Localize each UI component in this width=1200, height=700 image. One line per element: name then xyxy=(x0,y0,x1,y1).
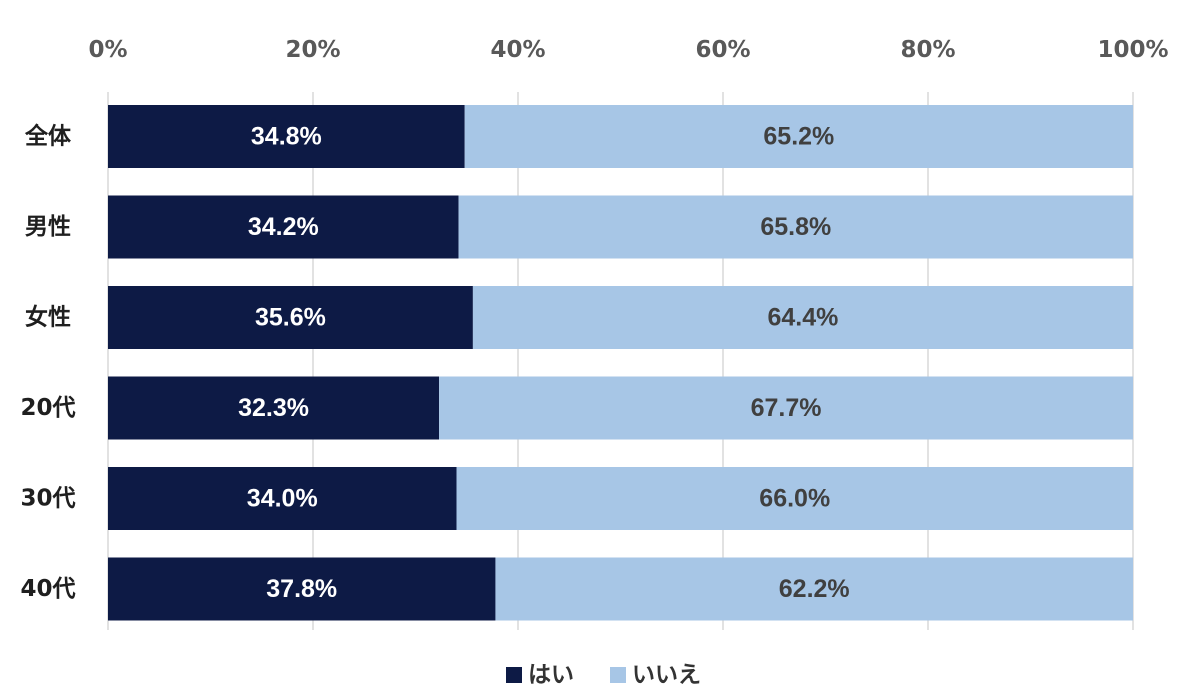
legend-label: いいえ xyxy=(632,662,701,688)
x-tick-label: 0% xyxy=(88,37,127,63)
bars: 34.8% 65.2% 34.2% 65.8% 35.6% 64.4% 32.3% 67.7%… xyxy=(108,105,1133,621)
legend-swatch xyxy=(506,667,522,683)
data-label: 32.3% xyxy=(238,394,309,422)
legend-label: はい xyxy=(528,662,574,688)
bar-segment-yes xyxy=(108,557,496,621)
bar-segment-no xyxy=(472,286,1133,349)
category-label: 男性 xyxy=(25,214,71,240)
data-label: 64.4% xyxy=(768,304,839,332)
bar-segment-no xyxy=(456,467,1133,530)
data-label: 62.2% xyxy=(779,575,850,603)
data-label: 34.8% xyxy=(251,123,322,151)
legend-swatch xyxy=(610,667,626,683)
data-label: 34.0% xyxy=(247,485,318,513)
x-tick-label: 100% xyxy=(1097,37,1168,63)
x-axis-ticks: 0% 20% 40% 60% 80% 100% xyxy=(88,37,1168,63)
x-tick-label: 80% xyxy=(900,37,955,63)
data-label: 65.8% xyxy=(760,213,831,241)
bar-segment-yes xyxy=(108,105,465,168)
category-label: 全体 xyxy=(24,123,72,150)
bar-segment-yes xyxy=(108,376,440,440)
data-label: 67.7% xyxy=(751,394,822,422)
bar-segment-yes xyxy=(108,195,459,259)
bar-segment-no xyxy=(495,557,1133,621)
data-label: 66.0% xyxy=(759,485,830,513)
bar-segment-no xyxy=(458,195,1133,259)
bar-segment-no xyxy=(464,105,1133,168)
data-label: 37.8% xyxy=(266,575,337,603)
bar-segment-yes xyxy=(108,286,473,349)
category-label: 40代 xyxy=(20,576,75,602)
gridlines xyxy=(107,92,1134,630)
legend: はい いいえ xyxy=(506,662,701,688)
category-label: 20代 xyxy=(20,395,75,421)
x-tick-label: 20% xyxy=(285,37,340,63)
data-label: 65.2% xyxy=(763,123,834,151)
data-label: 35.6% xyxy=(255,304,326,332)
bar-segment-yes xyxy=(108,467,457,530)
bar-segment-no xyxy=(439,376,1133,440)
x-tick-label: 60% xyxy=(695,37,750,63)
category-label: 女性 xyxy=(25,304,71,331)
x-tick-label: 40% xyxy=(490,37,545,63)
category-label: 30代 xyxy=(20,486,75,512)
data-label: 34.2% xyxy=(248,213,319,241)
